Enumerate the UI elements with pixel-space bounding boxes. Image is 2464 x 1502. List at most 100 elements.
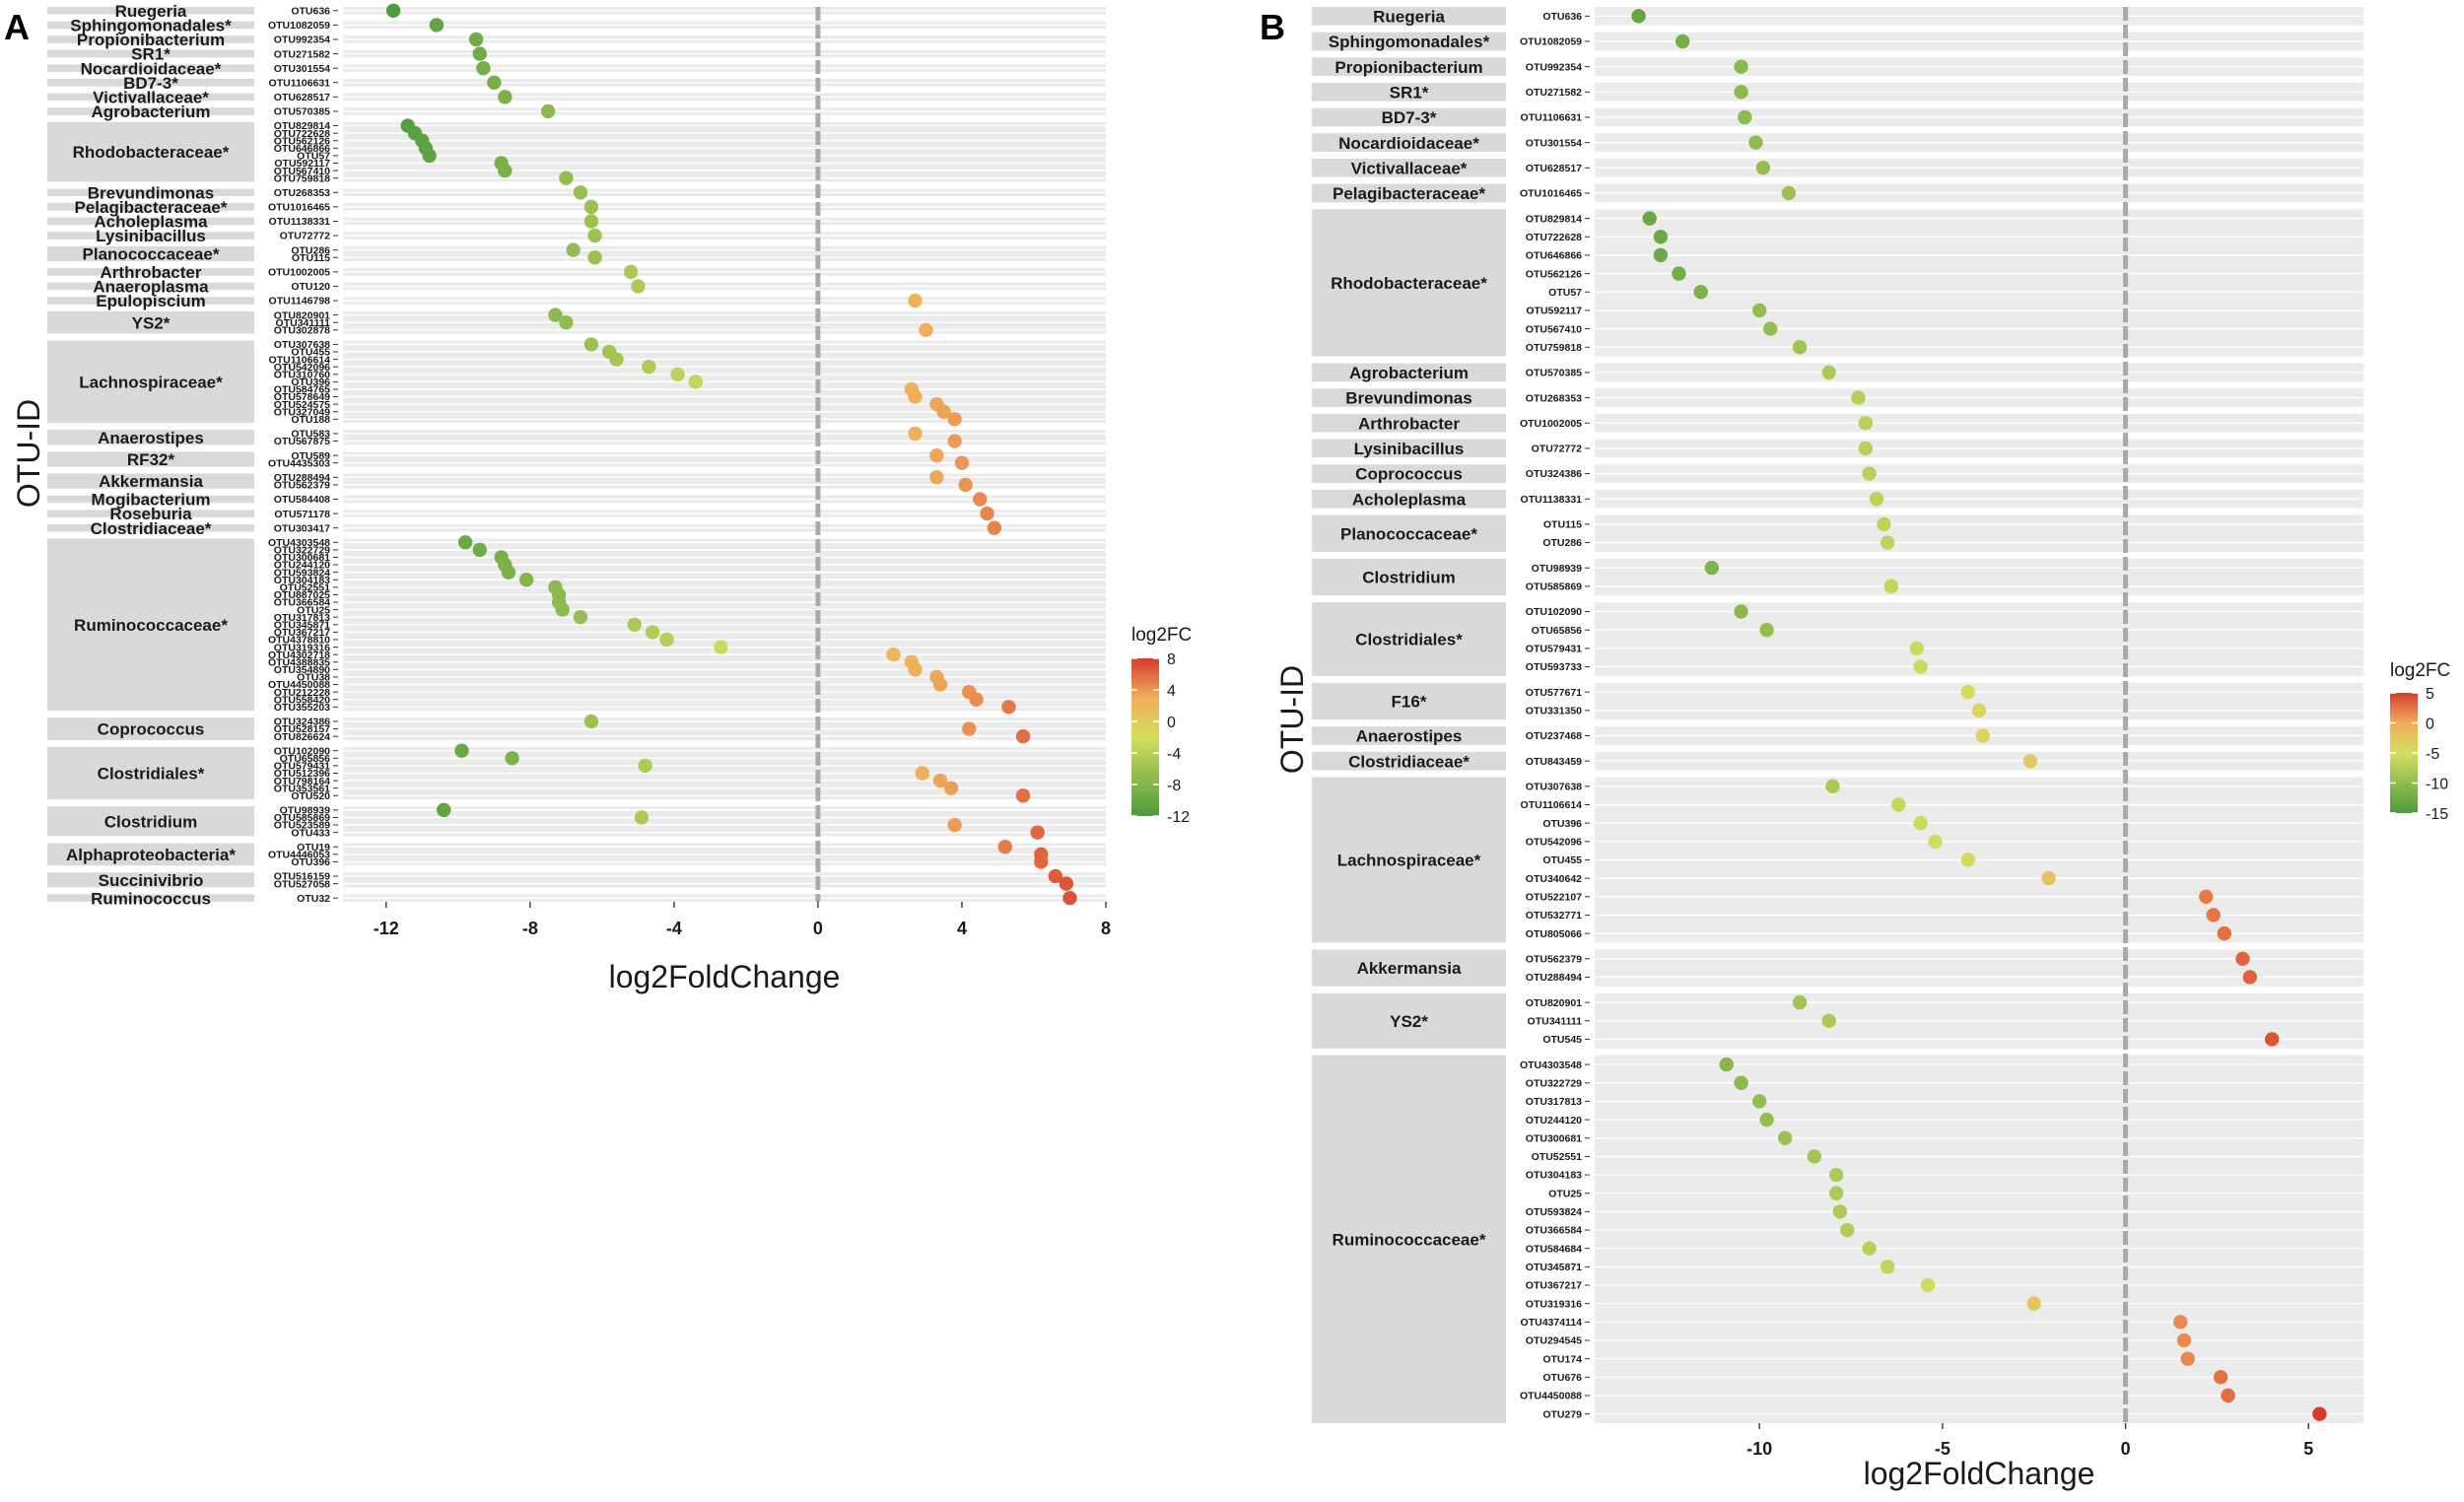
otu-label: OTU585869 bbox=[274, 812, 330, 824]
data-point bbox=[2213, 1370, 2228, 1385]
otu-label: OTU584408 bbox=[274, 494, 330, 506]
otu-label: OTU562126 bbox=[274, 135, 330, 147]
legend-tick-label: -12 bbox=[1167, 809, 1190, 826]
otu-label: OTU322729 bbox=[1526, 1077, 1582, 1089]
data-point bbox=[1880, 1260, 1895, 1274]
otu-label: OTU300681 bbox=[1526, 1132, 1582, 1144]
otu-label: OTU636 bbox=[291, 5, 330, 17]
group-strip bbox=[47, 93, 254, 102]
otu-label: OTU992354 bbox=[274, 34, 330, 46]
data-point bbox=[1975, 728, 1990, 743]
data-point bbox=[947, 412, 962, 427]
data-point bbox=[1960, 853, 1976, 867]
otu-label: OTU307638 bbox=[274, 339, 330, 351]
data-point bbox=[2041, 870, 2056, 886]
x-tick-label: 0 bbox=[813, 919, 823, 938]
otu-label: OTU646866 bbox=[274, 143, 330, 155]
group-label: Propionibacterium bbox=[1335, 58, 1482, 77]
group-label: Epulopiscium bbox=[96, 292, 205, 310]
group-strip bbox=[47, 282, 254, 291]
group-label: Clostridium bbox=[1362, 569, 1455, 587]
data-point bbox=[1821, 365, 1836, 380]
data-point bbox=[498, 163, 513, 178]
otu-label: OTU98939 bbox=[1532, 563, 1583, 575]
otu-label: OTU636 bbox=[1542, 11, 1582, 23]
data-point bbox=[573, 610, 588, 625]
data-point bbox=[919, 322, 933, 338]
legend-title: log2FC bbox=[2390, 660, 2450, 681]
group-label: Lachnospiraceae* bbox=[1337, 852, 1481, 870]
data-point bbox=[1734, 59, 1748, 74]
data-point bbox=[642, 359, 656, 375]
x-tick-label: -4 bbox=[666, 919, 682, 938]
group-label: Anaeroplasma bbox=[93, 278, 209, 297]
group-label: Ruegeria bbox=[115, 2, 187, 21]
group-label: Ruegeria bbox=[1373, 7, 1445, 26]
data-point bbox=[583, 337, 599, 352]
otu-label: OTU455 bbox=[291, 347, 330, 359]
x-axis-title: log2FoldChange bbox=[1864, 1456, 2095, 1491]
data-point bbox=[1877, 516, 1891, 532]
otu-label: OTU1082059 bbox=[268, 20, 330, 32]
group-label: Succinivibrio bbox=[99, 871, 204, 890]
data-point bbox=[2312, 1406, 2327, 1421]
otu-label: OTU570385 bbox=[274, 106, 330, 118]
panel-letter: A bbox=[4, 7, 30, 47]
data-point bbox=[1048, 868, 1063, 884]
data-point bbox=[1738, 109, 1752, 125]
data-point bbox=[583, 714, 599, 729]
otu-label: OTU307638 bbox=[1526, 782, 1582, 793]
data-point bbox=[947, 817, 962, 833]
data-point bbox=[936, 404, 951, 419]
otu-label: OTU1106614 bbox=[269, 354, 331, 366]
data-point bbox=[915, 766, 930, 781]
data-point bbox=[2180, 1351, 2195, 1366]
data-point bbox=[932, 677, 948, 692]
x-tick-label: 5 bbox=[2303, 1439, 2313, 1459]
x-tick-label: 8 bbox=[1101, 919, 1111, 938]
group-label: SR1* bbox=[131, 45, 171, 64]
group-strip bbox=[47, 121, 254, 182]
group-panel bbox=[343, 872, 1106, 888]
group-strip bbox=[47, 538, 254, 712]
data-point bbox=[422, 148, 437, 164]
group-strip bbox=[47, 7, 254, 15]
data-point bbox=[1792, 994, 1808, 1010]
data-point bbox=[1913, 815, 1928, 831]
otu-label: OTU324386 bbox=[1526, 468, 1582, 480]
x-tick-label: -8 bbox=[522, 919, 538, 938]
group-label: Clostridium bbox=[104, 812, 197, 831]
group-strip bbox=[1312, 388, 1506, 407]
otu-label: OTU646866 bbox=[1526, 250, 1582, 262]
group-strip bbox=[47, 232, 254, 239]
group-strip bbox=[1312, 57, 1506, 76]
data-point bbox=[2176, 1332, 2192, 1348]
otu-label: OTU4388835 bbox=[268, 656, 330, 668]
group-strip bbox=[47, 35, 254, 43]
group-panel bbox=[343, 245, 1106, 262]
data-point bbox=[1734, 85, 1748, 100]
data-point bbox=[1869, 492, 1884, 507]
data-point bbox=[1751, 303, 1767, 318]
data-point bbox=[587, 228, 602, 243]
otu-label: OTU523589 bbox=[274, 820, 330, 832]
data-point bbox=[943, 781, 959, 795]
legend-tick-label: 5 bbox=[2426, 686, 2434, 703]
otu-label: OTU302878 bbox=[274, 324, 330, 336]
otu-label: OTU567410 bbox=[274, 166, 330, 177]
otu-label: OTU578649 bbox=[274, 391, 330, 403]
otu-label: OTU1146798 bbox=[269, 296, 331, 307]
otu-label: OTU301554 bbox=[274, 63, 330, 75]
group-label: Clostridiales* bbox=[1355, 631, 1463, 649]
data-point bbox=[385, 3, 401, 18]
group-label: Planococcaceae* bbox=[1340, 524, 1477, 543]
data-point bbox=[623, 264, 639, 280]
otu-label: OTU592117 bbox=[1526, 306, 1582, 317]
otu-label: OTU843459 bbox=[1526, 756, 1582, 768]
group-strip bbox=[47, 268, 254, 276]
data-point bbox=[1960, 684, 1976, 700]
data-point bbox=[1642, 211, 1657, 226]
otu-label: OTU317813 bbox=[274, 612, 330, 624]
otu-label: OTU542096 bbox=[274, 362, 330, 374]
data-point bbox=[1828, 1167, 1844, 1183]
